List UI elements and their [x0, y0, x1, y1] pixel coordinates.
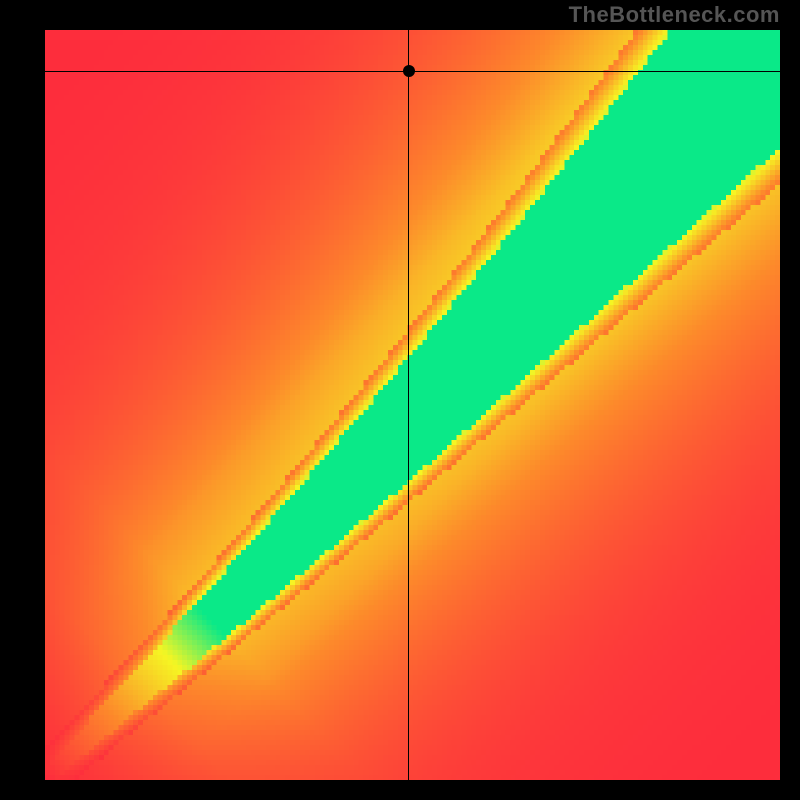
watermark-text: TheBottleneck.com: [569, 2, 780, 28]
crosshair-vertical: [408, 30, 409, 780]
plot-area: [45, 30, 780, 780]
heatmap-canvas: [45, 30, 780, 780]
chart-container: TheBottleneck.com: [0, 0, 800, 800]
crosshair-marker: [403, 65, 415, 77]
